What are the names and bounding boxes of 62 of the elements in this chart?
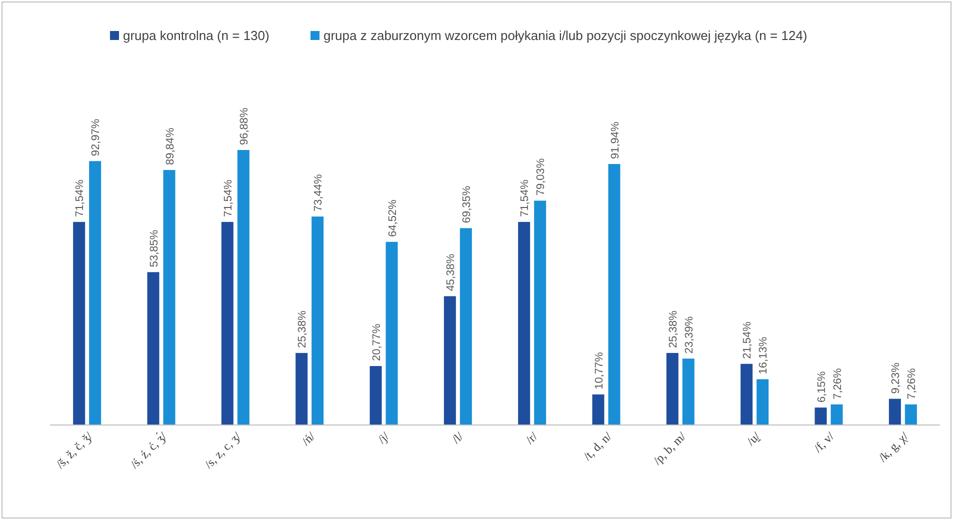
data-label: 6,15%: [816, 371, 828, 403]
x-tick-label: /ś, ź, ć, ʒ́/: [127, 428, 170, 472]
bar: [814, 408, 827, 425]
bar: [460, 228, 472, 425]
x-tick-label: /r/: [522, 428, 541, 447]
data-label: 79,03%: [535, 158, 548, 196]
x-tick-label: /u̯/: [744, 428, 764, 448]
x-tick-label: /j/: [374, 428, 392, 446]
x-tick-label: /ń/: [298, 428, 318, 448]
data-label: 89,84%: [164, 127, 176, 165]
data-label: 9,23%: [890, 362, 902, 394]
bar: [830, 404, 843, 425]
x-tick-label: /l/: [449, 428, 466, 446]
data-label: 53,85%: [148, 230, 160, 268]
bar: [534, 200, 546, 425]
bar: [682, 358, 694, 425]
legend-label: grupa kontrolna (n = 130): [123, 28, 270, 43]
data-label: 71,54%: [74, 179, 86, 217]
data-label: 10,77%: [593, 352, 606, 390]
x-tick-label: /š, ž, č, ǯ/: [53, 428, 96, 472]
x-tick-label: /t, d, n/: [580, 428, 615, 464]
data-label: 25,38%: [296, 310, 309, 348]
data-label: 64,52%: [386, 199, 399, 237]
data-label: 71,54%: [519, 179, 532, 217]
bar: [444, 296, 456, 425]
data-label: 25,38%: [667, 310, 680, 348]
data-label: 96,88%: [238, 107, 250, 145]
bar: [592, 394, 604, 425]
x-tick-label: /k, g, χ/: [876, 428, 912, 465]
x-tick-label: /f, v/: [810, 428, 838, 456]
bar: [163, 170, 176, 425]
bar: [370, 366, 382, 425]
data-label: 21,54%: [742, 321, 754, 359]
x-tick-label: /p, b, m/: [650, 428, 689, 468]
data-label: 16,13%: [758, 336, 770, 374]
data-label: 92,97%: [90, 118, 102, 156]
data-label: 73,44%: [312, 174, 325, 212]
bar: [147, 272, 160, 425]
data-label: 91,94%: [609, 121, 622, 160]
data-label: 45,38%: [444, 254, 457, 292]
bar: [73, 222, 86, 425]
data-label: 20,77%: [370, 324, 383, 362]
data-label: 7,26%: [906, 368, 918, 400]
bar: [888, 398, 901, 425]
bar: [386, 242, 398, 425]
bar: [89, 161, 102, 425]
bar: [221, 222, 234, 425]
x-tick-label: /s, z, c, ʒ/: [202, 428, 244, 472]
data-label: 71,54%: [222, 179, 234, 217]
bar: [237, 150, 250, 425]
bar: [312, 216, 324, 425]
bar: [666, 352, 678, 425]
legend-label: grupa z zaburzonym wzorcem połykania i/lub pozycji spoczynkowej języka (n = 124): [324, 28, 808, 43]
bar: [296, 352, 308, 425]
bar: [608, 164, 620, 425]
data-label: 69,35%: [460, 186, 473, 224]
bar: [756, 379, 769, 425]
data-label: 7,26%: [832, 368, 844, 400]
bar: [740, 364, 753, 425]
bar: [904, 404, 917, 425]
data-label: 23,39%: [683, 316, 696, 354]
bar: [518, 222, 530, 425]
